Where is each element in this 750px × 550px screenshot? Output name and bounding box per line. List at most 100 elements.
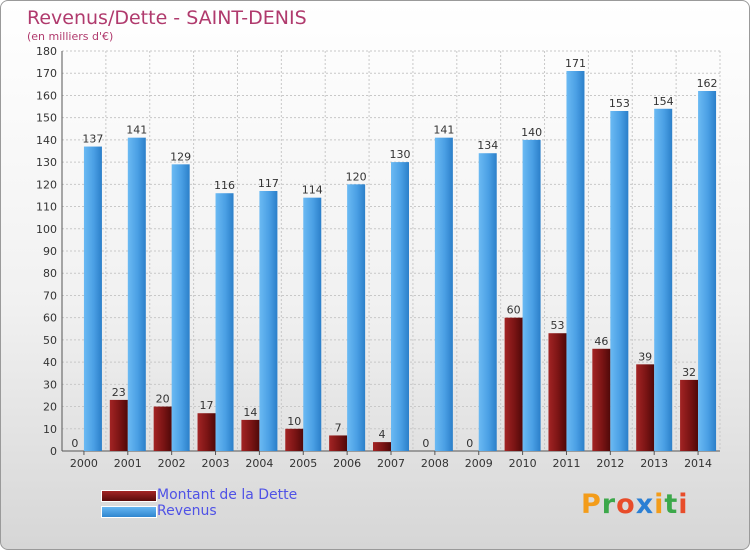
bar-revenus — [610, 111, 629, 451]
y-tick-label: 160 — [36, 89, 57, 102]
data-label-dette: 46 — [594, 335, 608, 348]
logo-letter: x — [635, 489, 655, 520]
proxiti-logo: Proxiti — [581, 489, 689, 520]
logo-letter: t — [664, 489, 679, 520]
bar-revenus — [127, 137, 146, 451]
x-tick-label: 2010 — [509, 457, 537, 470]
bar-dette — [109, 399, 128, 451]
bar-dette — [680, 379, 699, 451]
x-tick-label: 2002 — [158, 457, 186, 470]
x-tick-label: 2006 — [333, 457, 361, 470]
logo-letter: r — [601, 489, 617, 520]
data-label-revenus: 130 — [390, 148, 411, 161]
data-label-dette: 17 — [200, 399, 214, 412]
y-tick-label: 60 — [43, 312, 57, 325]
bar-dette — [153, 406, 172, 451]
bar-revenus — [303, 197, 322, 451]
data-label-revenus: 140 — [521, 126, 542, 139]
data-label-dette: 0 — [71, 437, 78, 450]
legend-swatch-dette — [101, 490, 157, 502]
x-tick-label: 2005 — [289, 457, 317, 470]
bar-revenus — [566, 71, 585, 451]
data-label-revenus: 117 — [258, 177, 279, 190]
bar-dette — [636, 364, 655, 451]
bar-revenus — [654, 108, 673, 452]
legend-swatch-revenus — [101, 506, 157, 518]
logo-letter: o — [616, 489, 636, 520]
data-label-revenus: 154 — [653, 95, 674, 108]
legend-label-revenus: Revenus — [157, 503, 217, 519]
data-label-revenus: 153 — [609, 97, 630, 110]
data-label-revenus: 134 — [477, 139, 498, 152]
bar-dette — [197, 413, 216, 451]
data-label-revenus: 141 — [433, 124, 454, 137]
data-label-dette: 0 — [422, 437, 429, 450]
y-tick-label: 130 — [36, 156, 57, 169]
data-label-dette: 14 — [243, 406, 257, 419]
bar-revenus — [83, 146, 102, 452]
data-label-dette: 39 — [638, 350, 652, 363]
label-layer: 0137231412012917116141171011471204130014… — [71, 57, 717, 450]
bar-dette — [592, 348, 611, 451]
data-label-revenus: 141 — [126, 124, 147, 137]
x-tick-label: 2014 — [684, 457, 712, 470]
bar-dette — [548, 333, 567, 451]
logo-letter: P — [581, 489, 602, 520]
x-tick-label: 2007 — [377, 457, 405, 470]
y-tick-label: 0 — [50, 445, 57, 458]
y-tick-label: 70 — [43, 289, 57, 302]
data-label-revenus: 114 — [302, 184, 323, 197]
x-tick-label: 2013 — [640, 457, 668, 470]
y-tick-label: 140 — [36, 134, 57, 147]
y-tick-label: 90 — [43, 245, 57, 258]
y-tick-label: 150 — [36, 112, 57, 125]
data-label-dette: 53 — [550, 319, 564, 332]
y-tick-label: 110 — [36, 201, 57, 214]
data-label-dette: 7 — [335, 421, 342, 434]
data-label-revenus: 162 — [697, 77, 718, 90]
data-label-revenus: 120 — [346, 170, 367, 183]
y-tick-label: 10 — [43, 423, 57, 436]
data-label-revenus: 129 — [170, 150, 191, 163]
data-label-dette: 0 — [466, 437, 473, 450]
y-tick-label: 100 — [36, 223, 57, 236]
y-tick-label: 80 — [43, 267, 57, 280]
x-tick-label: 2001 — [114, 457, 142, 470]
data-label-dette: 23 — [112, 386, 126, 399]
x-tick-label: 2004 — [245, 457, 273, 470]
logo-letter: i — [678, 489, 689, 520]
bar-revenus — [522, 139, 541, 451]
chart-title: Revenus/Dette - SAINT-DENIS — [27, 7, 307, 29]
x-tick-label: 2012 — [596, 457, 624, 470]
x-tick-label: 2003 — [202, 457, 230, 470]
y-tick-label: 180 — [36, 45, 57, 58]
y-tick-label: 50 — [43, 334, 57, 347]
bar-revenus — [478, 153, 497, 451]
bar-revenus — [215, 193, 234, 451]
bar-dette — [285, 428, 304, 451]
data-label-dette: 20 — [156, 393, 170, 406]
x-tick-label: 2011 — [552, 457, 580, 470]
data-label-dette: 32 — [682, 366, 696, 379]
bar-revenus — [347, 184, 366, 452]
y-tick-label: 170 — [36, 67, 57, 80]
bar-dette — [504, 317, 523, 451]
bar-revenus — [434, 137, 453, 451]
x-tick-label: 2009 — [465, 457, 493, 470]
legend-label-dette: Montant de la Dette — [157, 487, 298, 503]
bar-dette — [241, 419, 260, 451]
y-tick-label: 20 — [43, 401, 57, 414]
bar-revenus — [171, 164, 190, 452]
data-label-dette: 4 — [379, 428, 386, 441]
logo-letter: i — [654, 489, 665, 520]
bar-layer — [83, 71, 717, 452]
y-tick-label: 30 — [43, 378, 57, 391]
bar-dette — [329, 435, 348, 451]
data-label-revenus: 116 — [214, 179, 235, 192]
data-label-dette: 60 — [507, 304, 521, 317]
y-tick-label: 40 — [43, 356, 57, 369]
bar-revenus — [698, 91, 717, 451]
y-tick-label: 120 — [36, 178, 57, 191]
